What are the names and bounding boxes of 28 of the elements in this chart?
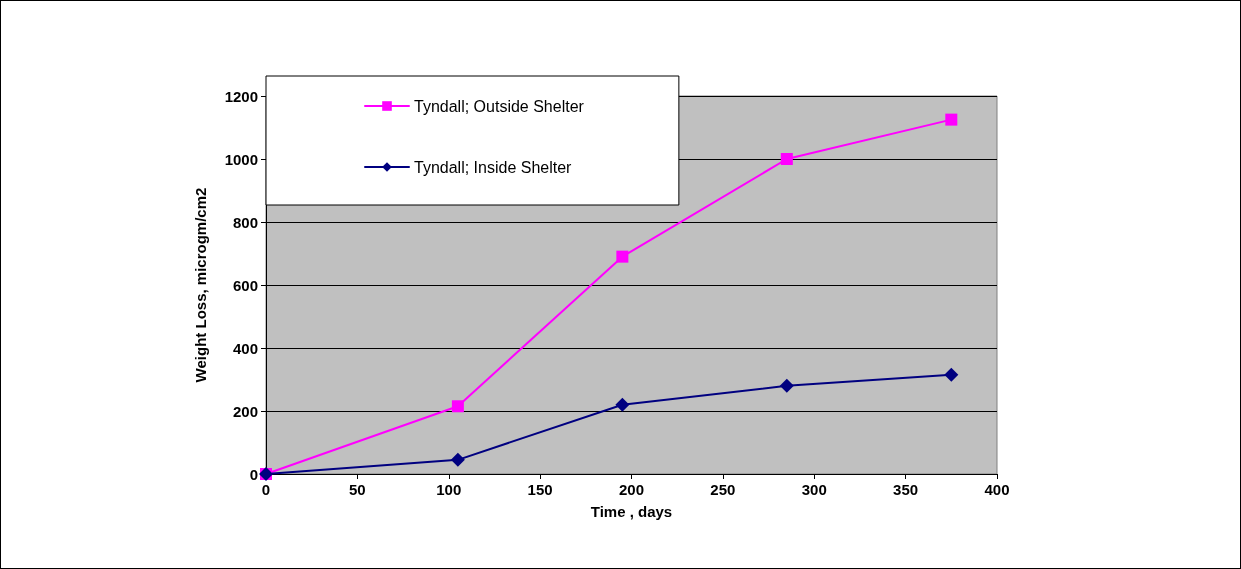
y-axis-title: Weight Loss, microgm/cm2 [192, 187, 209, 383]
x-tick-label: 250 [710, 481, 736, 498]
legend-label: Tyndall; Inside Shelter [414, 158, 573, 176]
point [451, 400, 464, 413]
x-tick-label: 100 [436, 481, 462, 498]
point [945, 113, 958, 126]
x-tick-label: 150 [527, 481, 553, 498]
x-axis-title: Time , days [590, 503, 673, 520]
x-tick-label: 350 [893, 481, 919, 498]
y-tick-label: 0 [249, 465, 258, 483]
x-tick-label: 0 [261, 481, 271, 498]
y-tick-label: 200 [232, 402, 258, 420]
x-tick-label: 50 [349, 481, 366, 498]
y-tick-label: 800 [232, 213, 258, 231]
point [615, 397, 630, 412]
point [616, 250, 629, 263]
point [779, 378, 794, 393]
point [450, 452, 465, 467]
x-tick-label: 400 [984, 481, 1010, 498]
point [944, 367, 959, 382]
y-tick-label: 1200 [224, 87, 258, 105]
y-tick-label: 400 [232, 339, 258, 357]
point [780, 153, 793, 165]
y-tick-label: 600 [232, 276, 258, 294]
x-tick-label: 200 [618, 481, 645, 498]
x-tick-label: 300 [801, 481, 827, 498]
y-tick-label: 1000 [224, 150, 258, 168]
legend-label: Tyndall; Outside Shelter [414, 97, 585, 115]
